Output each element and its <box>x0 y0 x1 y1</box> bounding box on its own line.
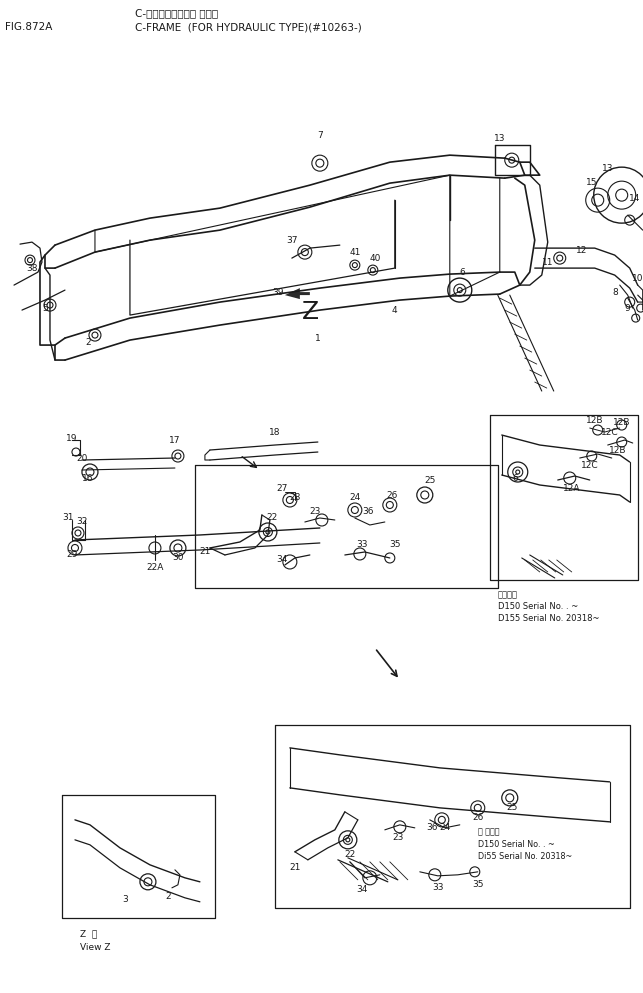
Text: 22A: 22A <box>146 563 163 573</box>
Text: 23: 23 <box>309 507 321 516</box>
Text: 19: 19 <box>66 434 78 443</box>
Text: 12B: 12B <box>586 415 604 425</box>
Text: 26: 26 <box>386 491 397 499</box>
Text: 1: 1 <box>315 334 321 343</box>
Text: 21: 21 <box>199 547 211 556</box>
Text: 18: 18 <box>269 428 280 437</box>
Text: 6: 6 <box>459 267 465 277</box>
Text: View Z: View Z <box>80 942 111 952</box>
Text: Z  地: Z 地 <box>80 929 97 938</box>
Text: 12A: 12A <box>563 484 581 493</box>
Text: 35: 35 <box>472 881 484 890</box>
Text: Di55 Serial No. 20318~: Di55 Serial No. 20318~ <box>478 852 572 861</box>
Text: 20: 20 <box>77 454 87 463</box>
Text: 7: 7 <box>317 131 323 140</box>
Text: 37: 37 <box>286 235 298 244</box>
Text: 9: 9 <box>625 304 631 313</box>
Text: D150 Serial No. . ~: D150 Serial No. . ~ <box>478 840 554 849</box>
Text: 2: 2 <box>85 338 91 347</box>
Text: 25: 25 <box>424 476 435 485</box>
Text: C-FRAME  (FOR HYDRAULIC TYPE)(#10263-): C-FRAME (FOR HYDRAULIC TYPE)(#10263-) <box>135 22 362 32</box>
Text: 22: 22 <box>344 850 356 859</box>
Text: D155 Serial No. 20318~: D155 Serial No. 20318~ <box>498 614 599 623</box>
Text: 14: 14 <box>629 194 640 203</box>
Text: 12C: 12C <box>581 461 599 470</box>
Text: 12: 12 <box>576 245 588 254</box>
Text: 16: 16 <box>82 474 94 483</box>
Text: 36: 36 <box>362 507 374 516</box>
Text: 26: 26 <box>472 813 484 822</box>
Text: 17: 17 <box>169 436 181 445</box>
Polygon shape <box>285 288 310 299</box>
Text: 30: 30 <box>172 553 184 562</box>
Text: 22: 22 <box>266 513 278 522</box>
Text: 31: 31 <box>62 513 74 522</box>
Text: 適用番号: 適用番号 <box>498 590 518 599</box>
Text: 28: 28 <box>289 494 300 502</box>
Text: 12C: 12C <box>601 428 619 437</box>
Text: 13: 13 <box>602 164 613 173</box>
Text: 2: 2 <box>165 892 171 901</box>
Text: 34: 34 <box>276 555 287 564</box>
Text: 29: 29 <box>66 550 78 559</box>
Text: 21: 21 <box>289 863 300 872</box>
Text: C-フレーム（アーム ジキ）: C-フレーム（アーム ジキ） <box>135 8 218 18</box>
Text: 33: 33 <box>432 884 444 893</box>
Text: D150 Serial No. . ~: D150 Serial No. . ~ <box>498 602 578 611</box>
Text: 15: 15 <box>586 178 597 187</box>
Text: FIG.872A: FIG.872A <box>5 22 52 32</box>
Text: 適 用番号: 適 用番号 <box>478 828 499 837</box>
Text: 12B: 12B <box>609 446 626 455</box>
Text: 23: 23 <box>392 833 404 842</box>
Text: 6: 6 <box>512 474 518 483</box>
Text: 41: 41 <box>349 247 361 256</box>
Text: 8: 8 <box>613 288 619 297</box>
Text: 10: 10 <box>632 274 643 283</box>
Text: 32: 32 <box>77 517 87 526</box>
Text: Z: Z <box>302 300 319 324</box>
Text: 11: 11 <box>542 257 554 266</box>
Text: 24: 24 <box>439 823 451 832</box>
Text: 4: 4 <box>392 306 397 315</box>
Text: 27: 27 <box>276 484 287 493</box>
Text: 13: 13 <box>494 134 505 143</box>
Text: 39: 39 <box>272 288 284 297</box>
Text: 33: 33 <box>356 540 368 549</box>
Text: 40: 40 <box>369 253 381 262</box>
Text: 12B: 12B <box>613 417 631 427</box>
Text: 38: 38 <box>26 263 38 273</box>
Text: 24: 24 <box>349 494 361 502</box>
Text: 3: 3 <box>122 895 128 904</box>
Text: 25: 25 <box>506 803 518 812</box>
Text: 34: 34 <box>356 886 368 895</box>
Text: 5: 5 <box>42 304 48 313</box>
Text: 36: 36 <box>426 823 437 832</box>
Text: 35: 35 <box>389 540 401 549</box>
